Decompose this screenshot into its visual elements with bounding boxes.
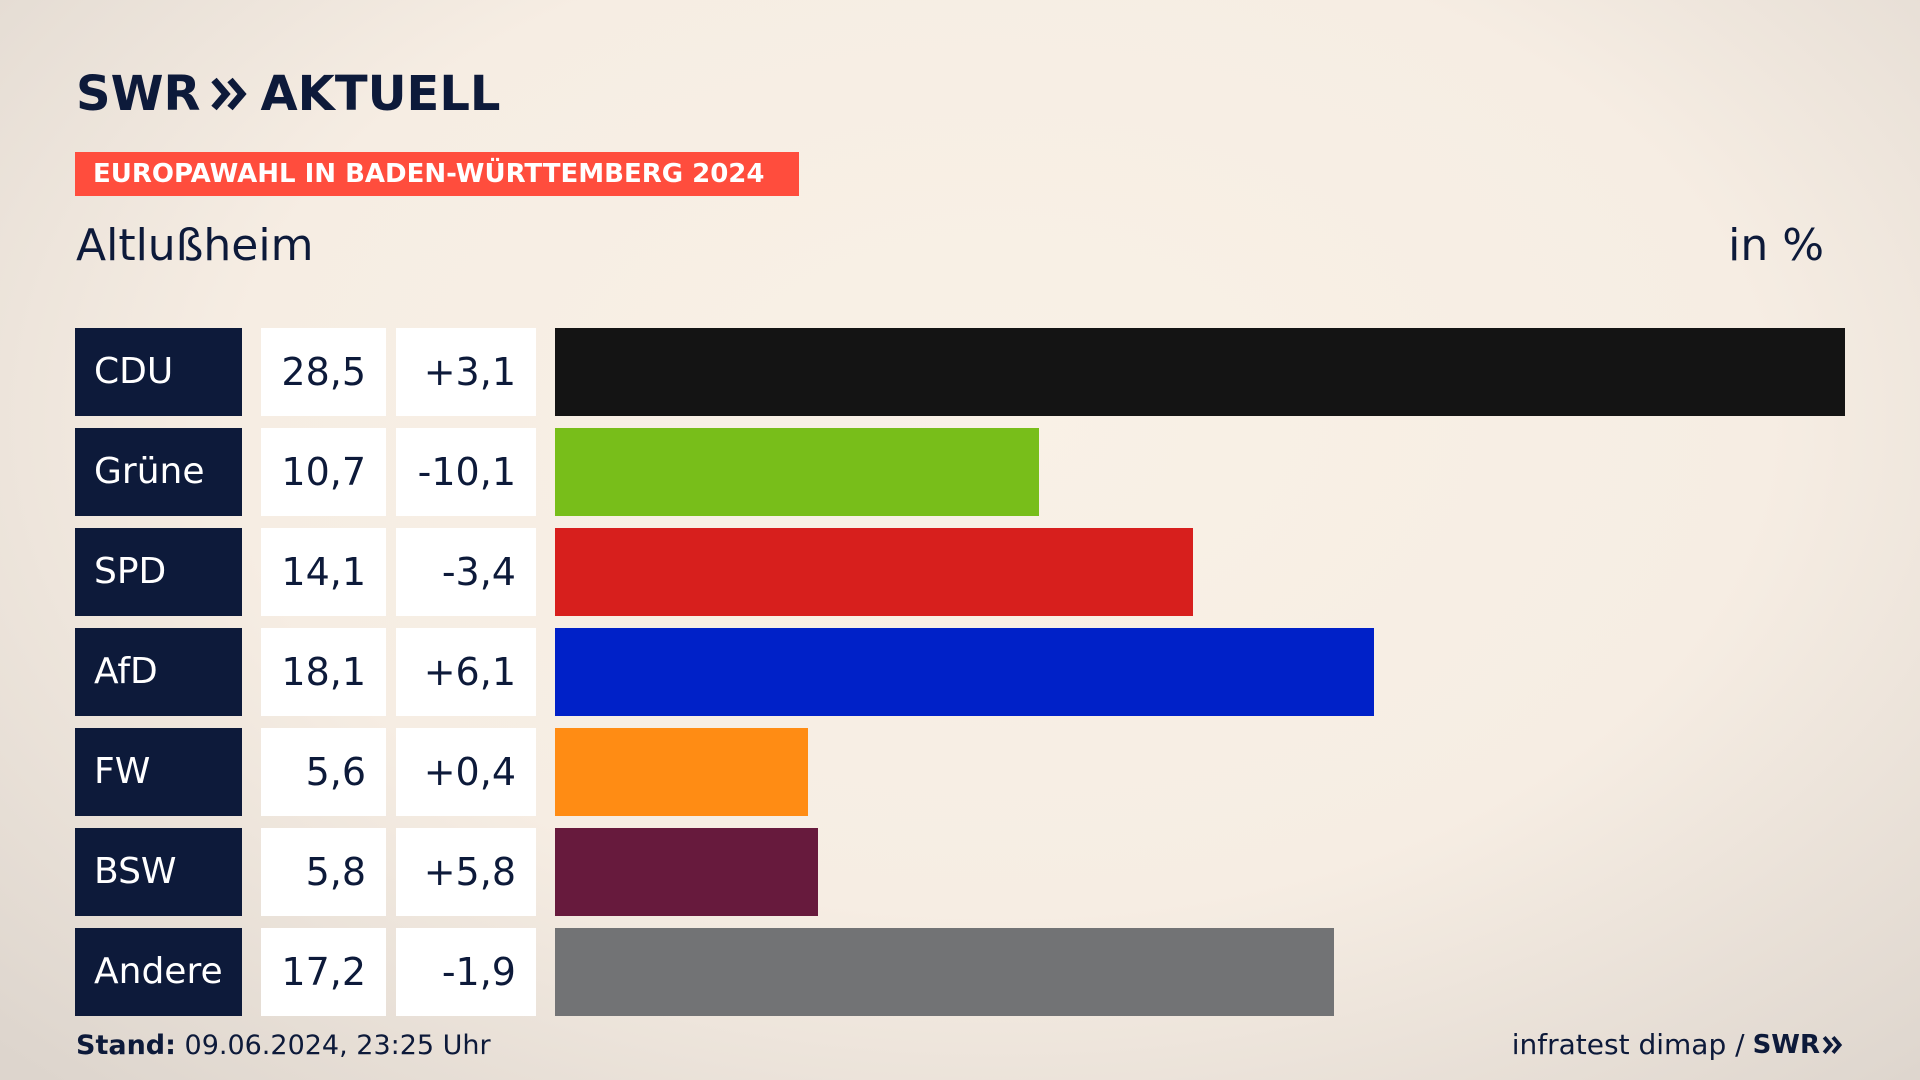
source-swr-logo: SWR	[1753, 1030, 1844, 1060]
vote-share-label: 14,1	[261, 528, 386, 616]
vote-share-bar	[555, 928, 1334, 1016]
party-label: FW	[75, 728, 242, 816]
vote-change-label: -3,4	[396, 528, 536, 616]
unit-label: in %	[1728, 220, 1824, 271]
result-row: SPD 14,1 -3,4	[75, 528, 1845, 616]
vote-change-label: -1,9	[396, 928, 536, 1016]
logo-aktuell-text: AKTUELL	[260, 66, 501, 122]
stand-label: Stand:	[76, 1030, 176, 1061]
stand-value: 09.06.2024, 23:25 Uhr	[184, 1030, 491, 1061]
source-credit: infratest dimap / SWR	[1512, 1028, 1844, 1061]
vote-share-bar	[555, 628, 1374, 716]
vote-change-label: +0,4	[396, 728, 536, 816]
result-row: BSW 5,8 +5,8	[75, 828, 1845, 916]
vote-share-label: 10,7	[261, 428, 386, 516]
double-chevron-icon	[211, 77, 248, 111]
vote-share-label: 5,6	[261, 728, 386, 816]
vote-share-bar	[555, 328, 1845, 416]
result-row: Grüne 10,7 -10,1	[75, 428, 1845, 516]
source-swr-text: SWR	[1752, 1029, 1820, 1060]
source-text: infratest dimap /	[1511, 1028, 1745, 1061]
vote-change-label: +5,8	[396, 828, 536, 916]
party-label: AfD	[75, 628, 242, 716]
vote-change-label: -10,1	[396, 428, 536, 516]
vote-share-label: 18,1	[261, 628, 386, 716]
result-row: AfD 18,1 +6,1	[75, 628, 1845, 716]
party-label: BSW	[75, 828, 242, 916]
election-banner: EUROPAWAHL IN BADEN-WÜRTTEMBERG 2024	[75, 152, 799, 196]
party-label: CDU	[75, 328, 242, 416]
party-label: Andere	[75, 928, 242, 1016]
result-row: CDU 28,5 +3,1	[75, 328, 1845, 416]
vote-share-bar	[555, 828, 818, 916]
vote-share-label: 5,8	[261, 828, 386, 916]
vote-share-label: 17,2	[261, 928, 386, 1016]
swr-aktuell-logo: SWR AKTUELL	[76, 66, 501, 122]
vote-share-bar	[555, 428, 1039, 516]
result-row: Andere 17,2 -1,9	[75, 928, 1845, 1016]
party-label: Grüne	[75, 428, 242, 516]
vote-share-bar	[555, 528, 1193, 616]
small-double-chevron-icon	[1822, 1035, 1843, 1054]
vote-change-label: +3,1	[396, 328, 536, 416]
vote-change-label: +6,1	[396, 628, 536, 716]
result-row: FW 5,6 +0,4	[75, 728, 1845, 816]
party-label: SPD	[75, 528, 242, 616]
timestamp: Stand: 09.06.2024, 23:25 Uhr	[76, 1030, 491, 1061]
vote-share-label: 28,5	[261, 328, 386, 416]
vote-share-bar	[555, 728, 808, 816]
logo-swr-text: SWR	[76, 66, 201, 122]
region-title: Altlußheim	[76, 220, 314, 271]
